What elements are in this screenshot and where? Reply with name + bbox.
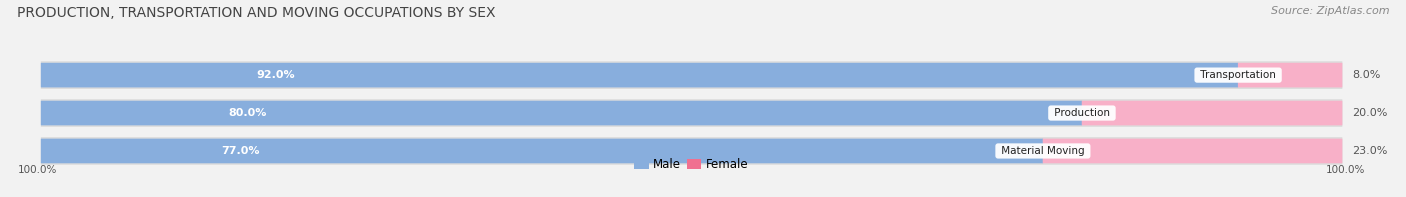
FancyBboxPatch shape — [1043, 139, 1343, 163]
Text: Production: Production — [1050, 108, 1114, 118]
Text: PRODUCTION, TRANSPORTATION AND MOVING OCCUPATIONS BY SEX: PRODUCTION, TRANSPORTATION AND MOVING OC… — [17, 6, 495, 20]
Text: 77.0%: 77.0% — [221, 146, 260, 156]
FancyBboxPatch shape — [41, 63, 1239, 87]
Text: 100.0%: 100.0% — [1326, 165, 1365, 175]
FancyBboxPatch shape — [41, 139, 1043, 163]
FancyBboxPatch shape — [41, 101, 1083, 125]
FancyBboxPatch shape — [1237, 63, 1343, 87]
Text: 100.0%: 100.0% — [18, 165, 58, 175]
Legend: Male, Female: Male, Female — [630, 153, 754, 176]
FancyBboxPatch shape — [41, 99, 1343, 127]
Text: 8.0%: 8.0% — [1353, 70, 1381, 80]
FancyBboxPatch shape — [1081, 101, 1343, 125]
Text: 23.0%: 23.0% — [1353, 146, 1388, 156]
Text: Transportation: Transportation — [1197, 70, 1279, 80]
Text: 92.0%: 92.0% — [256, 70, 295, 80]
Text: Source: ZipAtlas.com: Source: ZipAtlas.com — [1271, 6, 1389, 16]
Text: 80.0%: 80.0% — [228, 108, 267, 118]
FancyBboxPatch shape — [41, 137, 1343, 165]
FancyBboxPatch shape — [41, 61, 1343, 89]
Text: 20.0%: 20.0% — [1353, 108, 1388, 118]
Text: Material Moving: Material Moving — [998, 146, 1088, 156]
